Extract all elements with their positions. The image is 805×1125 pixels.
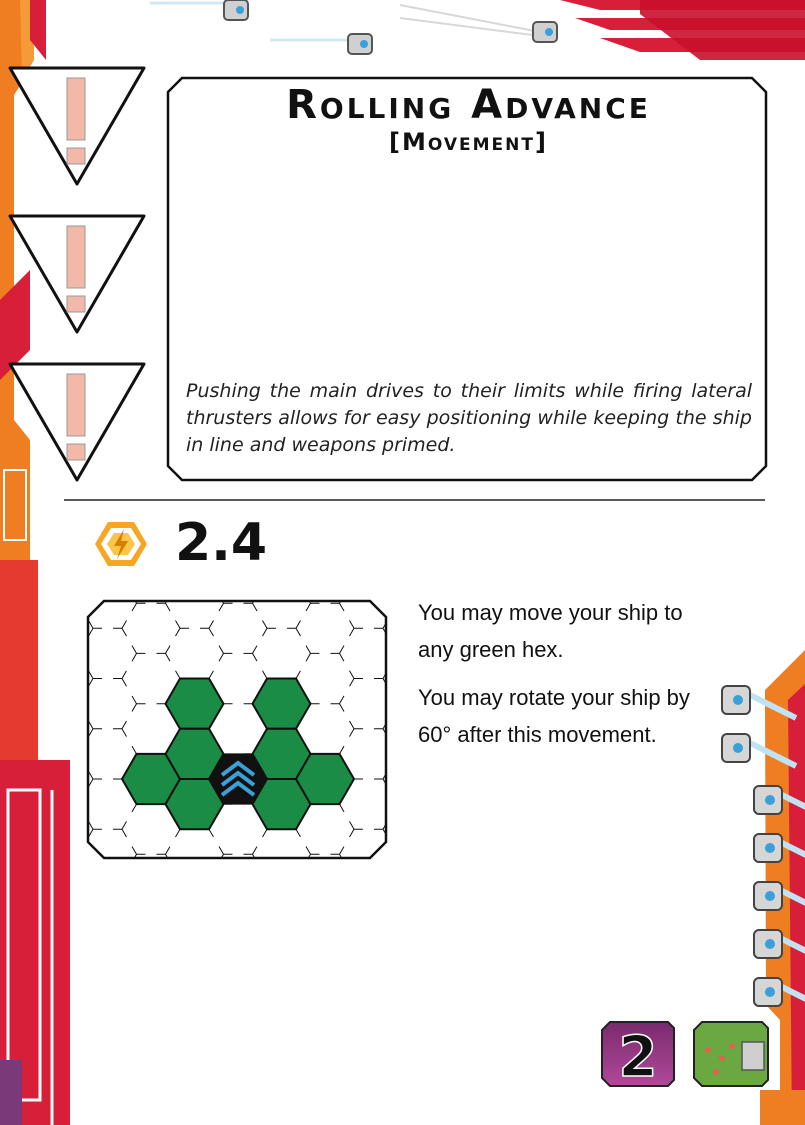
card-title: Rolling Advance bbox=[286, 82, 651, 128]
ship-token-icon bbox=[532, 21, 558, 43]
card-subtitle: [Movement] bbox=[389, 128, 548, 156]
chevron-ship-icon bbox=[220, 760, 256, 797]
rule-move: You may move your ship to any green hex. bbox=[418, 600, 683, 662]
exclamation-icon bbox=[8, 214, 146, 334]
empty-hex bbox=[382, 652, 386, 705]
empty-hex bbox=[295, 652, 355, 705]
empty-hex bbox=[164, 828, 225, 858]
tier-badge-label: 2 bbox=[619, 1025, 658, 1090]
ship-token-icon bbox=[223, 0, 249, 21]
ship-token-icon bbox=[721, 733, 798, 769]
empty-hex bbox=[88, 828, 138, 858]
empty-hex bbox=[338, 828, 386, 858]
ship-token-icon bbox=[753, 881, 805, 911]
rule-rotate: You may rotate your ship by 60° after th… bbox=[418, 685, 690, 747]
exclamation-icon bbox=[8, 362, 146, 482]
ship-token-icon bbox=[753, 785, 805, 815]
ship-token-icon bbox=[721, 685, 798, 721]
green-hex bbox=[294, 752, 356, 806]
ship-token-icon bbox=[753, 833, 805, 863]
ship-token-icon bbox=[347, 33, 373, 55]
rules-text: You may move your ship to any green hex.… bbox=[418, 594, 718, 764]
exclamation-icon bbox=[8, 66, 146, 186]
cost-value: 2.4 bbox=[175, 513, 268, 573]
flavor-text: Pushing the main drives to their limits … bbox=[186, 380, 752, 456]
ship-token-icon bbox=[753, 977, 805, 1007]
empty-hex bbox=[251, 828, 312, 858]
ship-token-icon bbox=[753, 929, 805, 959]
